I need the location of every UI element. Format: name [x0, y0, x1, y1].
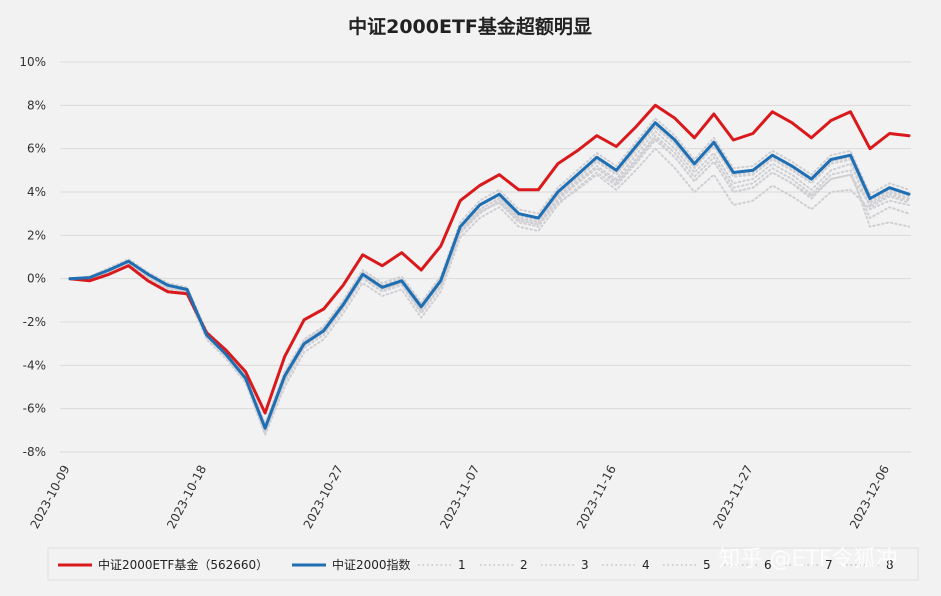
y-tick-label: -8% [23, 445, 46, 459]
series-line-4 [69, 139, 910, 436]
grid [60, 61, 911, 453]
legend-box [47, 547, 919, 581]
y-tick-label: -2% [23, 315, 46, 329]
legend-label-3: 2 [520, 558, 528, 572]
series-line-5 [69, 126, 910, 427]
x-tick-label: 2023-10-09 [28, 463, 73, 531]
x-tick-label: 2023-12-06 [847, 463, 892, 531]
legend-label-7: 6 [764, 558, 772, 572]
y-tick-label: 8% [27, 98, 46, 112]
legend: 中证2000ETF基金（562660） 中证2000指数 1 2 3 4 5 6 7 8 [47, 547, 919, 581]
legend-label-2: 1 [458, 558, 466, 572]
y-tick-label: 10% [19, 55, 46, 69]
y-tick-label: -6% [23, 402, 46, 416]
y-tick-label: -4% [23, 358, 46, 372]
series-line-0 [68, 103, 911, 415]
y-tick-label: 0% [27, 272, 46, 286]
series-line-2 [69, 130, 910, 434]
legend-label-5: 4 [642, 558, 650, 572]
legend-label-8: 7 [825, 558, 833, 572]
x-tick-label: 2023-10-27 [301, 463, 346, 531]
series-line-1 [68, 121, 911, 430]
x-tick-label: 2023-11-27 [710, 463, 755, 531]
y-tick-label: 2% [27, 228, 46, 242]
y-tick-label: 4% [27, 185, 46, 199]
legend-label-0: 中证2000ETF基金（562660） [98, 557, 268, 572]
x-tick-label: 2023-11-07 [437, 463, 482, 531]
y-axis: -8% -6% -4% -2% 0% 2% 4% 6% 8% 10% [19, 55, 46, 459]
watermark: 知乎 @ETF令狐冲 [719, 547, 898, 572]
chart-title: 中证2000ETF基金超额明显 [348, 15, 592, 38]
y-tick-label: 6% [27, 142, 46, 156]
plot-area [68, 103, 911, 436]
x-tick-label: 2023-10-18 [164, 463, 209, 531]
legend-label-9: 8 [886, 558, 894, 572]
legend-label-1: 中证2000指数 [332, 557, 411, 572]
series-line-8 [69, 147, 910, 430]
x-axis: 2023-10-09 2023-10-18 2023-10-27 2023-11-07… [28, 463, 893, 531]
legend-label-6: 5 [703, 558, 711, 572]
x-tick-label: 2023-11-16 [574, 463, 619, 531]
legend-label-4: 3 [581, 558, 589, 572]
